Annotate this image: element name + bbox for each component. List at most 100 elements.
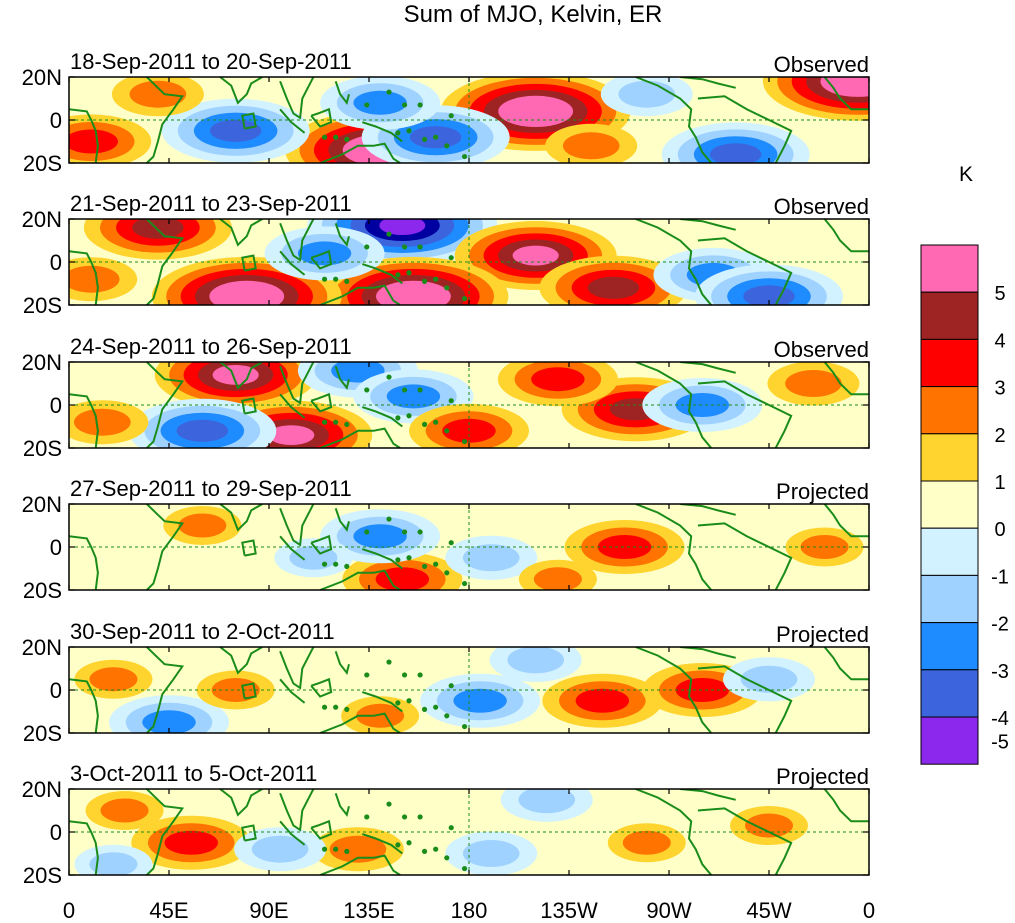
island-14 [321,134,328,140]
y-tick-label: 20N [22,350,62,375]
colorbar-tick-label: 2 [994,425,1005,447]
coastline-5 [279,250,306,276]
colorbar-swatch-3 [920,338,979,388]
panel-status: Observed [774,337,869,362]
island-1 [433,704,439,710]
coastline-10 [635,789,712,875]
coastline-1 [146,362,185,448]
x-tick-label: 90E [249,898,288,923]
colorbar-swatch-11 [920,716,979,765]
coastline-7 [334,650,350,676]
anomaly-blob-7-level-4 [709,143,762,163]
anomaly-blob-5-level-2 [622,830,671,855]
colorbar-tick-label: 4 [994,330,1005,352]
panel-5: 20N 0 20S 30-Sep-2011 to 2-Oct-2011 Projecte… [22,619,870,746]
coastline-1 [146,504,185,590]
island-7 [395,700,401,706]
island-1 [433,419,439,425]
panel-status: Observed [774,52,869,77]
coastline-7 [334,365,350,391]
y-tick-label: 20N [22,635,62,660]
island-11 [364,387,370,393]
island-3 [448,683,454,689]
coastline-14 [69,393,99,448]
colorbar-swatch-9 [920,622,979,671]
anomaly-blob-3-level-3 [69,129,118,154]
panel-status: Projected [776,479,869,504]
colorbar-tick-label: 0 [994,519,1005,541]
island-13 [344,848,350,854]
coastline-14 [69,108,99,163]
island-7 [395,415,401,421]
coastline-11 [697,522,793,590]
coastline-4 [279,789,315,832]
coastline-6 [310,819,333,840]
coastline-9 [319,427,401,448]
colorbar-tick-label: -2 [991,614,1009,636]
island-8 [417,672,423,678]
y-tick-label: 20N [22,492,62,517]
island-3 [448,255,454,261]
island-8 [417,529,423,535]
colorbar-swatch-2 [920,291,979,340]
coastline-13 [823,77,869,111]
coastline-13 [823,789,869,823]
coastline-13 [823,362,869,396]
panel-4: 20N 0 20S 27-Sep-2011 to 29-Sep-2011 Project… [22,476,870,603]
anomaly-field [69,77,869,163]
coastline-4 [279,647,315,690]
island-10 [386,89,392,95]
coastline-10 [635,77,712,163]
island-10 [386,374,392,380]
coastline-5 [279,535,306,561]
island-6 [406,555,412,561]
coastline-7 [334,792,350,818]
anomaly-blob-7-level-2 [89,667,138,692]
anomaly-blob-10-level-2 [129,80,187,108]
coastline-11 [697,665,793,733]
coastline-5 [279,393,306,419]
island-12 [333,561,339,567]
coastline-4 [279,362,315,405]
coastline-8 [361,548,403,570]
anomaly-blob-4-level-2 [518,789,576,814]
coastline-1 [146,219,185,305]
island-4 [444,143,450,149]
coastline-1 [146,77,185,163]
anomaly-blob-1-level-3 [375,567,430,590]
island-5 [421,848,428,854]
island-5 [421,706,428,712]
x-tick-label: 135W [540,898,598,923]
y-tick-label: 20N [22,207,62,232]
panel-date-range: 21-Sep-2011 to 23-Sep-2011 [70,191,352,216]
coastline-2 [219,77,263,105]
anomaly-blob-9-level-2 [740,665,798,693]
island-3 [448,113,454,119]
island-6 [406,413,412,419]
coastline-12 [680,647,736,659]
panel-date-range: 18-Sep-2011 to 20-Sep-2011 [70,49,352,74]
y-tick-label: 20N [22,777,62,802]
x-tick-label: 0 [63,898,75,923]
panel-date-range: 3-Oct-2011 to 5-Oct-2011 [70,761,317,786]
island-1 [433,276,439,282]
island-9 [401,244,408,250]
island-5 [421,136,428,142]
island-3 [448,398,454,404]
anomaly-blob-7-level-2 [251,835,309,863]
anomaly-blob-4-level-5 [268,425,315,445]
anomaly-field [69,504,869,590]
island-1 [433,134,439,140]
anomaly-blob-6-level-3 [353,90,407,115]
coastline-9 [319,142,401,163]
island-12 [333,276,339,282]
island-2 [461,153,468,160]
island-8 [417,102,423,108]
island-7 [395,272,401,278]
anomaly-blob-2-level-3 [597,535,652,559]
coastline-6 [310,249,333,270]
island-9 [401,814,408,820]
island-5 [421,563,428,569]
coastline-5 [279,678,306,704]
